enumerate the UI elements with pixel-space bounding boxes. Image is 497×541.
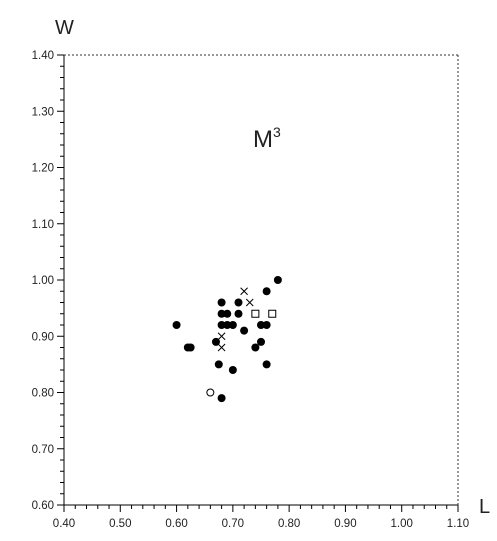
x-tick-label: 0.90 xyxy=(334,518,356,530)
y-axis-ticks: 0.60 0.70 0.80 0.90 1.00 1.10 1.20 1.30 1.40 xyxy=(32,50,64,512)
cross-point xyxy=(217,332,226,341)
y-axis-title: W xyxy=(55,17,74,39)
filled-circle-point xyxy=(223,321,232,329)
filled-circle-point xyxy=(262,360,271,369)
x-tick-label: 0.40 xyxy=(53,518,75,530)
y-tick-label: 1.20 xyxy=(32,163,54,175)
y-tick-label: 1.40 xyxy=(32,50,54,62)
x-tick-label: 1.00 xyxy=(391,518,413,530)
cross-point xyxy=(245,298,254,307)
filled-circle-point xyxy=(257,321,265,329)
filled-circle-point xyxy=(217,394,226,403)
filled-circle-point xyxy=(217,298,226,307)
open-circle-point xyxy=(206,388,215,397)
filled-circle-point xyxy=(240,326,249,335)
x-tick-label: 0.50 xyxy=(109,518,131,530)
open-square-point xyxy=(268,309,277,318)
filled-circle-point xyxy=(273,276,282,284)
cross-point xyxy=(240,287,248,296)
y-tick-label: 0.80 xyxy=(32,388,54,400)
filled-circle-point xyxy=(234,309,243,318)
y-tick-label: 1.00 xyxy=(32,275,54,287)
y-tick-label: 1.10 xyxy=(32,219,54,231)
filled-circle-point xyxy=(214,360,223,369)
tooth-annotation: M3 xyxy=(253,124,281,153)
filled-circle-point xyxy=(223,309,232,318)
cross-stroke xyxy=(217,343,226,352)
filled-circle-point xyxy=(262,287,271,296)
filled-circle-point xyxy=(257,337,265,346)
cross-point xyxy=(217,343,226,352)
x-tick-label: 0.60 xyxy=(165,518,187,530)
x-axis-title: L xyxy=(479,496,490,518)
cross-stroke xyxy=(217,332,226,341)
x-axis-ticks: 0.40 0.50 0.60 0.70 0.80 0.90 1.00 1.10 xyxy=(53,505,469,530)
annotation-main: M xyxy=(253,126,273,153)
y-tick-label: 1.30 xyxy=(32,106,54,118)
y-tick-label: 0.60 xyxy=(32,500,54,512)
cross-stroke xyxy=(240,287,248,296)
filled-circle-point xyxy=(228,321,237,329)
data-points xyxy=(172,276,282,403)
x-tick-label: 0.70 xyxy=(222,518,244,530)
filled-circle-point xyxy=(251,343,260,352)
filled-circle-point xyxy=(172,321,181,329)
plot-frame xyxy=(63,54,459,506)
annotation-superscript: 3 xyxy=(273,124,281,140)
filled-circle-point xyxy=(228,366,237,374)
cross-stroke xyxy=(245,298,254,307)
filled-circle-point xyxy=(262,321,271,329)
y-tick-label: 0.70 xyxy=(32,444,54,456)
filled-circle-point xyxy=(186,343,195,352)
y-tick-label: 0.90 xyxy=(32,331,54,343)
filled-circle-point xyxy=(211,337,220,346)
filled-circle-point xyxy=(234,298,243,307)
filled-circle-point xyxy=(217,309,226,318)
x-tick-label: 0.80 xyxy=(278,518,300,530)
filled-circle-point xyxy=(217,321,226,329)
open-square-point xyxy=(251,309,260,318)
x-tick-label: 1.10 xyxy=(447,518,469,530)
